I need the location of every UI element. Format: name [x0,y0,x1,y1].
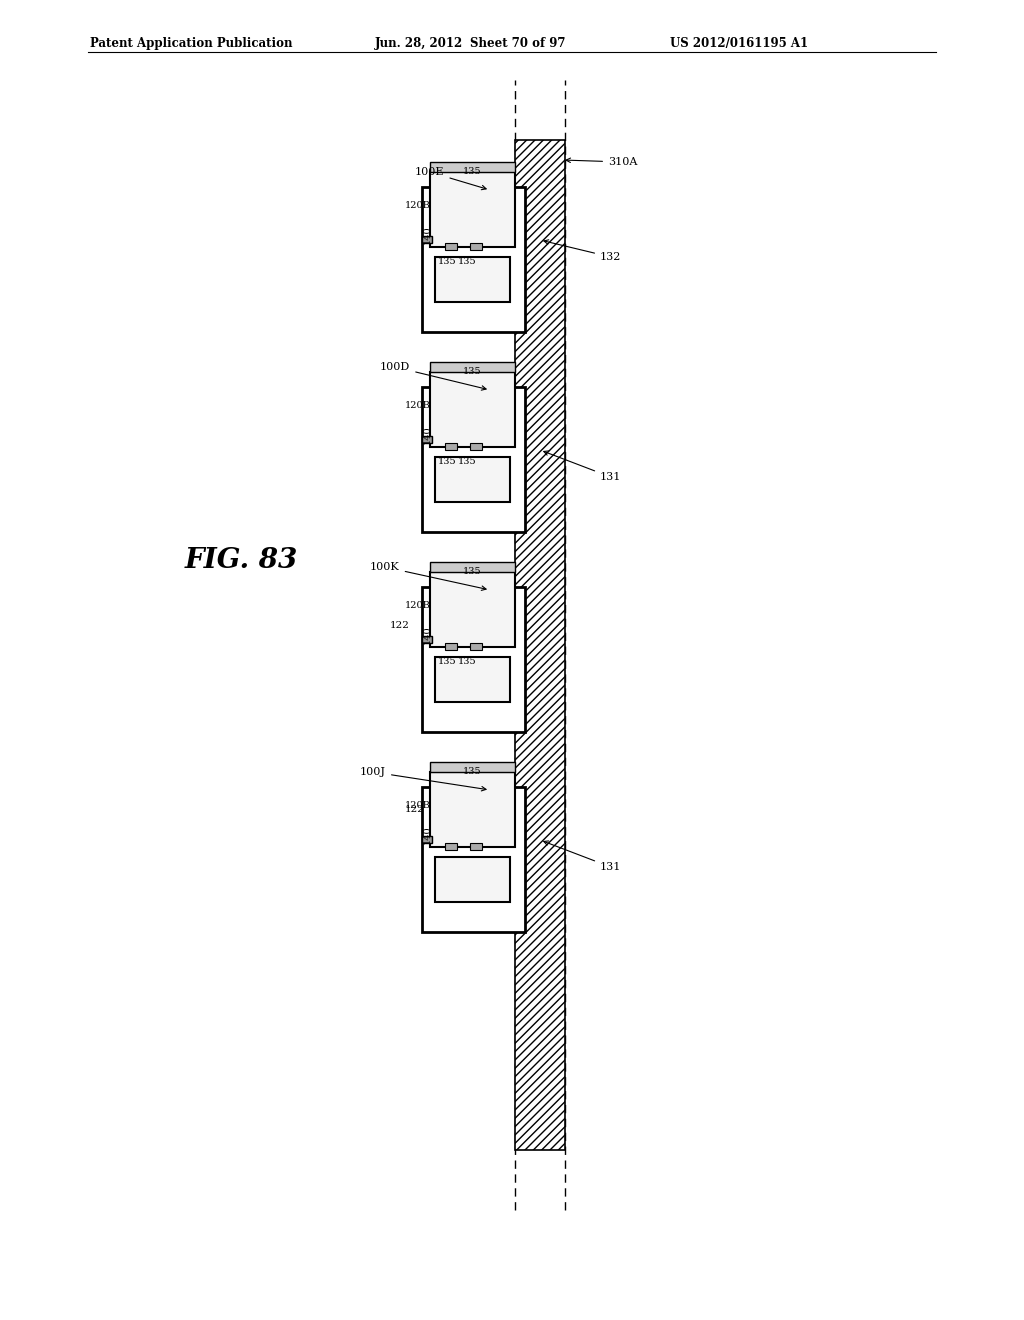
Text: 135: 135 [463,767,481,776]
Bar [430,372,515,447]
Text: 135: 135 [458,657,476,667]
Text: 135: 135 [463,568,481,577]
Text: 132: 132 [544,240,622,261]
Bar [445,643,457,649]
Bar [445,243,457,249]
Text: 100D: 100D [380,362,486,391]
Bar [445,444,457,450]
Bar [430,172,515,247]
Text: 100E: 100E [415,168,486,190]
Bar [422,436,432,444]
Text: 140: 140 [423,226,431,244]
Text: 135: 135 [437,657,457,667]
Text: 135: 135 [458,257,476,267]
Text: 135: 135 [463,168,481,177]
Bar [470,643,482,649]
Bar [435,657,510,702]
Text: 122: 122 [406,805,425,814]
Text: US 2012/0161195 A1: US 2012/0161195 A1 [670,37,808,50]
Bar [430,762,515,772]
Bar [470,444,482,450]
Text: 131: 131 [544,841,622,873]
Bar [470,243,482,249]
Bar [422,187,525,333]
Bar [422,587,525,733]
Bar [422,387,525,532]
Bar [422,836,432,843]
Text: 120B: 120B [406,601,431,610]
Text: FIG. 83: FIG. 83 [185,546,298,573]
Text: 131: 131 [544,451,622,482]
Bar [430,562,515,572]
Text: 140: 140 [423,626,431,644]
Bar [430,572,515,647]
Text: 100K: 100K [370,562,486,590]
Bar [515,140,565,1150]
Bar [445,843,457,850]
Bar [430,362,515,372]
Bar [435,457,510,502]
Text: Jun. 28, 2012: Jun. 28, 2012 [375,37,463,50]
Text: Patent Application Publication: Patent Application Publication [90,37,293,50]
Bar [435,857,510,902]
Text: 135: 135 [458,458,476,466]
Text: 140: 140 [423,425,431,445]
Text: 120B: 120B [406,800,431,809]
Bar [470,843,482,850]
Bar [430,772,515,847]
Bar [422,236,432,243]
Text: 120B: 120B [406,201,431,210]
Text: 140: 140 [423,826,431,845]
Text: 122: 122 [390,620,410,630]
Text: 310A: 310A [566,157,637,168]
Text: 100J: 100J [360,767,486,791]
Text: 120B: 120B [406,400,431,409]
Bar [422,636,432,643]
Bar [435,257,510,302]
Text: 135: 135 [463,367,481,376]
Bar [430,162,515,172]
Bar [422,787,525,932]
Text: Sheet 70 of 97: Sheet 70 of 97 [470,37,565,50]
Text: 135: 135 [437,257,457,267]
Text: 135: 135 [437,458,457,466]
